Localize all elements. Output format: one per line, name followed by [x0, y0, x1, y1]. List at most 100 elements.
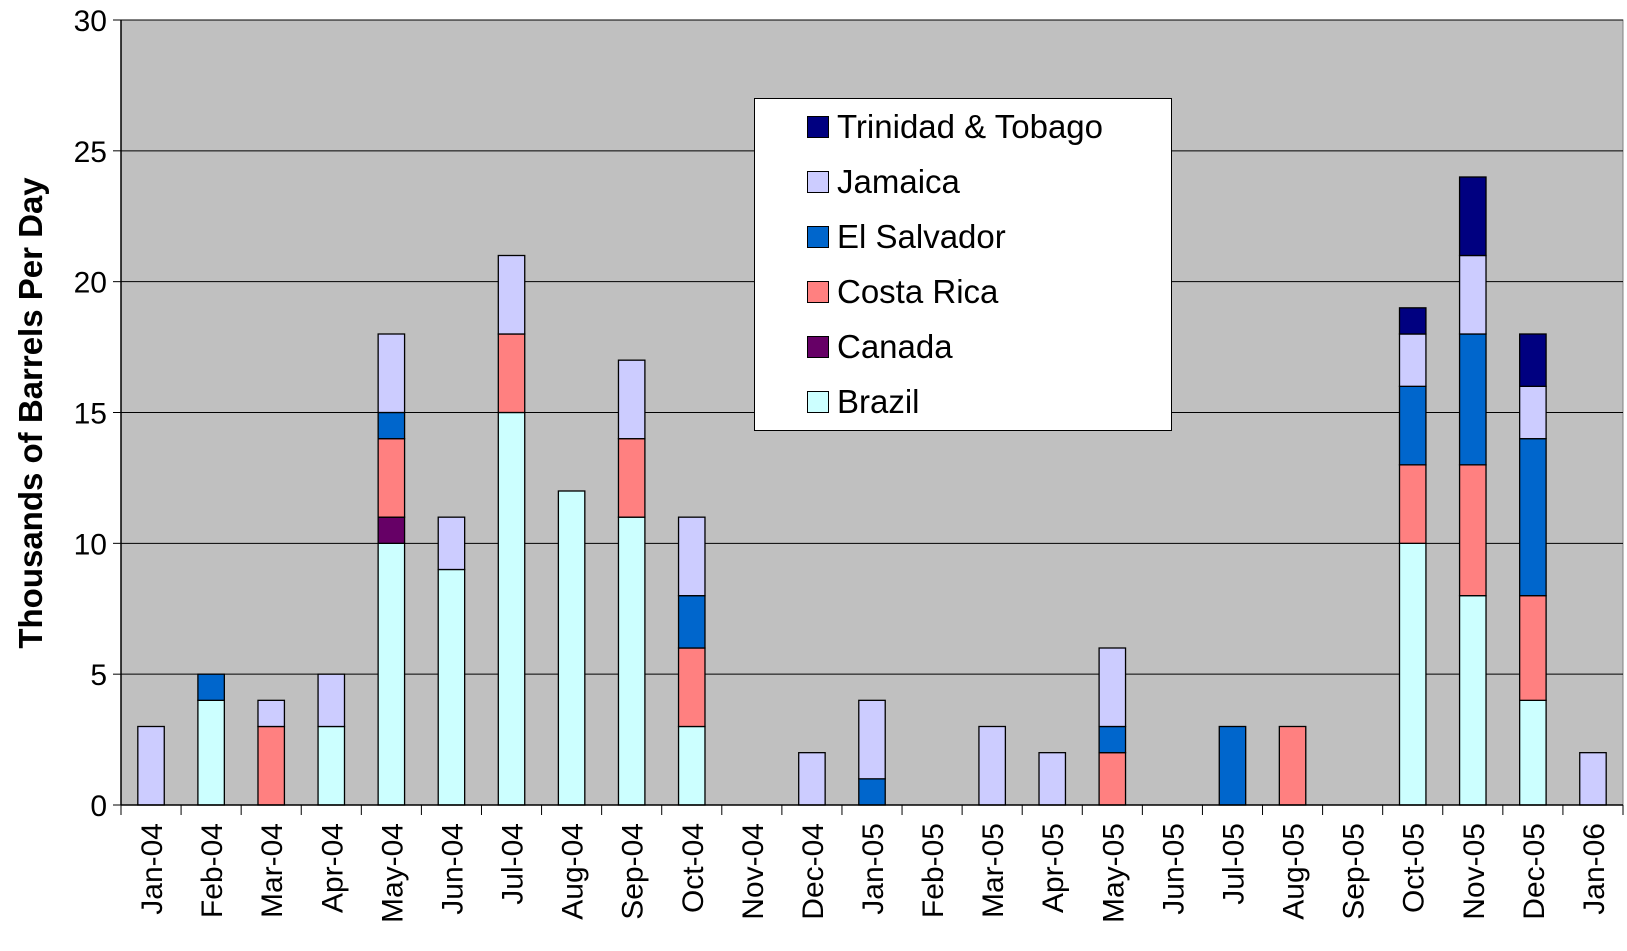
bar-el-salvador-dec-05 [1519, 438, 1547, 597]
bar-el-salvador-nov-05 [1458, 333, 1487, 466]
legend-label: El Salvador [837, 218, 1006, 255]
bar-trinidad-tobago-nov-05 [1458, 176, 1487, 257]
x-tick-label: Mar-04 [256, 823, 289, 918]
y-tick-label: 0 [90, 790, 107, 823]
bar-brazil-aug-04 [557, 490, 586, 806]
legend-label: Trinidad & Tobago [837, 108, 1104, 145]
y-axis-label: Thousands of Barrels Per Day [12, 177, 49, 649]
bar-costa-rica-may-05 [1098, 752, 1127, 806]
legend-item: Costa Rica [807, 273, 998, 310]
bar-brazil-feb-04 [197, 699, 225, 806]
bar-brazil-may-04 [377, 542, 406, 806]
x-tick-label: Dec-05 [1518, 823, 1551, 920]
bar-el-salvador-jul-05 [1218, 725, 1247, 806]
x-tick-label: Jan-04 [136, 823, 169, 915]
legend-label: Jamaica [837, 163, 960, 200]
y-tick-label: 30 [74, 5, 107, 38]
bar-costa-rica-mar-04 [257, 725, 286, 806]
bar-jamaica-oct-05 [1398, 333, 1427, 387]
bar-brazil-dec-05 [1519, 699, 1547, 806]
x-tick-label: Jul-04 [497, 823, 530, 905]
bar-costa-rica-nov-05 [1458, 464, 1487, 597]
bar-trinidad-tobago-oct-05 [1398, 307, 1427, 335]
bar-jamaica-dec-04 [798, 752, 826, 806]
bar-brazil-jul-04 [497, 411, 526, 806]
legend-label: Costa Rica [837, 273, 999, 310]
bar-costa-rica-oct-05 [1398, 464, 1427, 544]
legend-item: Trinidad & Tobago [807, 108, 1103, 145]
x-tick-label: Jun-05 [1157, 823, 1190, 915]
legend-item: El Salvador [807, 218, 1006, 255]
bar-jamaica-jul-04 [497, 254, 526, 335]
x-tick-label: Feb-05 [917, 823, 950, 918]
bar-costa-rica-jul-04 [497, 333, 526, 414]
bar-jamaica-apr-05 [1038, 752, 1067, 806]
legend-item: Jamaica [807, 163, 960, 200]
bar-brazil-sep-04 [617, 516, 646, 806]
legend-swatch [807, 226, 829, 248]
bar-jamaica-mar-05 [978, 725, 1007, 806]
x-tick-label: Oct-04 [677, 823, 710, 913]
x-tick-label: Sep-05 [1338, 823, 1371, 920]
y-tick-label: 10 [74, 528, 107, 561]
y-tick-label: 15 [74, 398, 107, 431]
x-tick-label: Sep-04 [617, 823, 650, 920]
x-tick-label: Aug-05 [1278, 823, 1311, 920]
x-tick-label: Apr-04 [316, 823, 349, 913]
bar-brazil-jun-04 [437, 568, 466, 806]
y-tick-label: 25 [74, 136, 107, 169]
bar-jamaica-jan-05 [858, 699, 886, 780]
bar-costa-rica-aug-05 [1278, 725, 1307, 806]
y-tick-label: 5 [90, 659, 107, 692]
legend-item: Canada [807, 328, 953, 365]
bar-jamaica-dec-05 [1519, 385, 1547, 440]
x-tick-label: Jun-04 [436, 823, 469, 915]
x-tick-label: Apr-05 [1037, 823, 1070, 913]
x-tick-label: May-04 [376, 823, 409, 923]
legend-swatch [807, 336, 829, 358]
bar-trinidad-tobago-dec-05 [1519, 333, 1547, 387]
bar-el-salvador-feb-04 [197, 673, 225, 701]
legend-swatch [807, 171, 829, 193]
bar-el-salvador-may-05 [1098, 725, 1127, 754]
bar-brazil-nov-05 [1458, 595, 1487, 806]
bar-jamaica-nov-05 [1458, 254, 1487, 335]
y-tick-label: 20 [74, 267, 107, 300]
bar-el-salvador-oct-05 [1398, 385, 1427, 466]
bar-brazil-oct-05 [1398, 542, 1427, 806]
x-tick-label: May-05 [1097, 823, 1130, 923]
bar-jamaica-apr-04 [317, 673, 346, 728]
bar-costa-rica-may-04 [377, 438, 406, 518]
legend-item: Brazil [807, 383, 920, 420]
bar-jamaica-sep-04 [617, 359, 646, 440]
x-tick-label: Jan-06 [1578, 823, 1611, 915]
bars [137, 176, 1607, 806]
bar-jamaica-may-04 [377, 333, 406, 414]
x-tick-label: Feb-04 [196, 823, 229, 918]
x-tick-label: Oct-05 [1398, 823, 1431, 913]
legend-swatch [807, 391, 829, 413]
x-tick-label: Mar-05 [977, 823, 1010, 918]
bar-brazil-oct-04 [677, 725, 706, 806]
bar-brazil-apr-04 [317, 725, 346, 806]
bar-jamaica-oct-04 [677, 516, 706, 597]
x-tick-label: Dec-04 [797, 823, 830, 920]
bar-jamaica-jan-06 [1579, 752, 1607, 806]
x-tick-label: Aug-04 [557, 823, 590, 920]
axes: 0 5 10 15 20 25 30 Jan-04 Feb-04 Mar-04 Apr-04 May-… [74, 5, 1624, 923]
bar-jamaica-jan-04 [137, 725, 165, 806]
legend-swatch [807, 281, 829, 303]
bar-el-salvador-may-04 [377, 411, 406, 440]
x-tick-label: Jan-05 [857, 823, 890, 915]
x-tick-label: Nov-05 [1458, 823, 1491, 920]
bar-jamaica-jun-04 [437, 516, 466, 571]
bar-costa-rica-dec-05 [1519, 595, 1547, 701]
bar-el-salvador-jan-05 [858, 778, 886, 806]
legend-label: Brazil [837, 383, 920, 420]
legend: Trinidad & Tobago Jamaica El Salvador Costa… [754, 98, 1172, 431]
bar-el-salvador-oct-04 [677, 595, 706, 649]
legend-label: Canada [837, 328, 953, 365]
legend-swatch [807, 116, 829, 138]
x-tick-label: Nov-04 [737, 823, 770, 920]
